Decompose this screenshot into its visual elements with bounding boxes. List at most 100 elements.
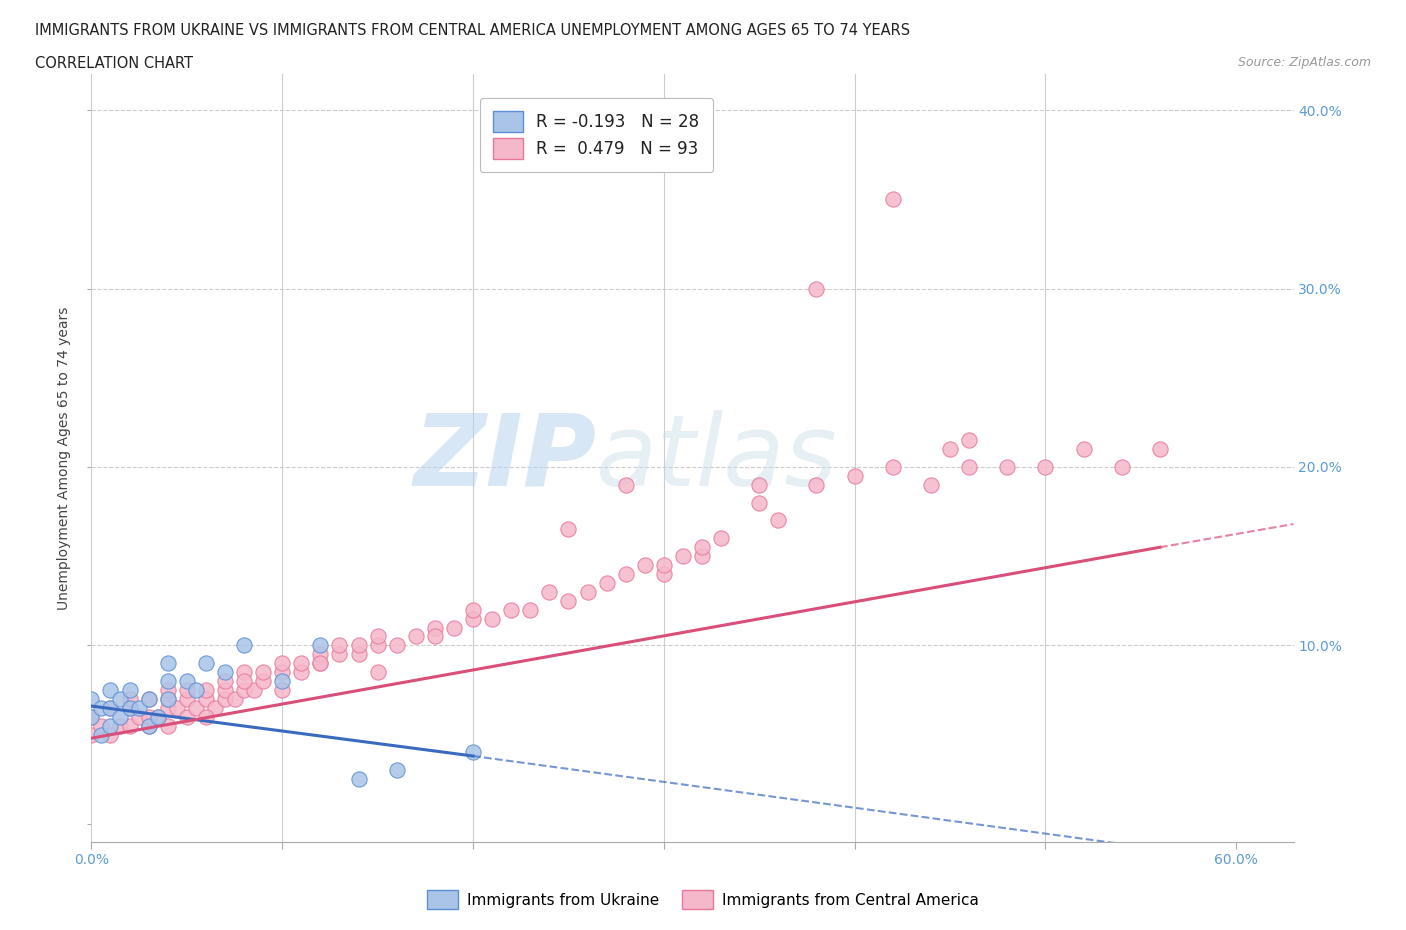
Point <box>806 477 828 492</box>
Y-axis label: Unemployment Among Ages 65 to 74 years: Unemployment Among Ages 65 to 74 years <box>58 306 72 610</box>
Point <box>186 700 208 715</box>
Point <box>347 647 370 662</box>
Point <box>138 692 160 707</box>
Point <box>423 620 446 635</box>
Point <box>176 710 198 724</box>
Point <box>108 710 131 724</box>
Point <box>1111 459 1133 474</box>
Point <box>176 673 198 688</box>
Point <box>290 656 312 671</box>
Point <box>461 745 484 760</box>
Text: Source: ZipAtlas.com: Source: ZipAtlas.com <box>1237 56 1371 69</box>
Point <box>128 700 150 715</box>
Point <box>138 718 160 733</box>
Point <box>882 459 904 474</box>
Point <box>652 558 675 573</box>
Point <box>118 718 141 733</box>
Point <box>156 700 179 715</box>
Point <box>423 629 446 644</box>
Point <box>271 665 294 680</box>
Point <box>309 656 332 671</box>
Point <box>690 549 713 564</box>
Point <box>128 710 150 724</box>
Point <box>80 727 103 742</box>
Point <box>233 665 256 680</box>
Text: CORRELATION CHART: CORRELATION CHART <box>35 56 193 71</box>
Point <box>156 718 179 733</box>
Point <box>166 700 188 715</box>
Point <box>309 647 332 662</box>
Point <box>194 692 217 707</box>
Point <box>385 763 408 777</box>
Point <box>768 513 790 528</box>
Legend: Immigrants from Ukraine, Immigrants from Central America: Immigrants from Ukraine, Immigrants from… <box>423 886 983 913</box>
Point <box>290 665 312 680</box>
Point <box>176 683 198 698</box>
Point <box>271 673 294 688</box>
Point <box>194 683 217 698</box>
Point <box>519 603 541 618</box>
Point <box>80 692 103 707</box>
Point <box>920 477 942 492</box>
Point <box>385 638 408 653</box>
Point <box>90 727 112 742</box>
Point <box>138 710 160 724</box>
Point <box>367 638 389 653</box>
Point <box>118 692 141 707</box>
Text: ZIP: ZIP <box>413 409 596 507</box>
Point <box>595 576 617 591</box>
Point <box>614 566 637 581</box>
Point <box>252 665 274 680</box>
Point <box>108 718 131 733</box>
Point <box>90 700 112 715</box>
Point <box>148 710 170 724</box>
Point <box>347 772 370 787</box>
Point <box>80 710 103 724</box>
Point <box>844 469 866 484</box>
Point <box>576 584 599 599</box>
Point <box>214 683 236 698</box>
Point <box>176 692 198 707</box>
Point <box>690 539 713 554</box>
Point <box>748 477 770 492</box>
Point <box>461 611 484 626</box>
Point <box>461 603 484 618</box>
Point <box>148 710 170 724</box>
Point <box>108 692 131 707</box>
Point <box>806 281 828 296</box>
Point <box>939 442 962 457</box>
Point <box>367 629 389 644</box>
Point <box>138 692 160 707</box>
Point <box>118 683 141 698</box>
Point <box>557 593 579 608</box>
Point <box>186 683 208 698</box>
Point <box>233 673 256 688</box>
Point <box>100 700 122 715</box>
Point <box>156 656 179 671</box>
Text: IMMIGRANTS FROM UKRAINE VS IMMIGRANTS FROM CENTRAL AMERICA UNEMPLOYMENT AMONG AG: IMMIGRANTS FROM UKRAINE VS IMMIGRANTS FR… <box>35 23 910 38</box>
Point <box>156 673 179 688</box>
Point <box>1035 459 1057 474</box>
Point <box>214 692 236 707</box>
Point <box>194 656 217 671</box>
Point <box>309 656 332 671</box>
Point <box>156 683 179 698</box>
Point <box>242 683 264 698</box>
Point <box>80 710 103 724</box>
Point <box>652 566 675 581</box>
Point <box>271 656 294 671</box>
Legend: R = -0.193   N = 28, R =  0.479   N = 93: R = -0.193 N = 28, R = 0.479 N = 93 <box>479 98 713 172</box>
Point <box>328 647 350 662</box>
Text: atlas: atlas <box>596 409 838 507</box>
Point <box>118 700 141 715</box>
Point <box>367 665 389 680</box>
Point <box>100 683 122 698</box>
Point <box>156 692 179 707</box>
Point <box>672 549 695 564</box>
Point <box>501 603 523 618</box>
Point <box>614 477 637 492</box>
Point <box>328 638 350 653</box>
Point <box>957 432 980 447</box>
Point <box>100 700 122 715</box>
Point <box>194 710 217 724</box>
